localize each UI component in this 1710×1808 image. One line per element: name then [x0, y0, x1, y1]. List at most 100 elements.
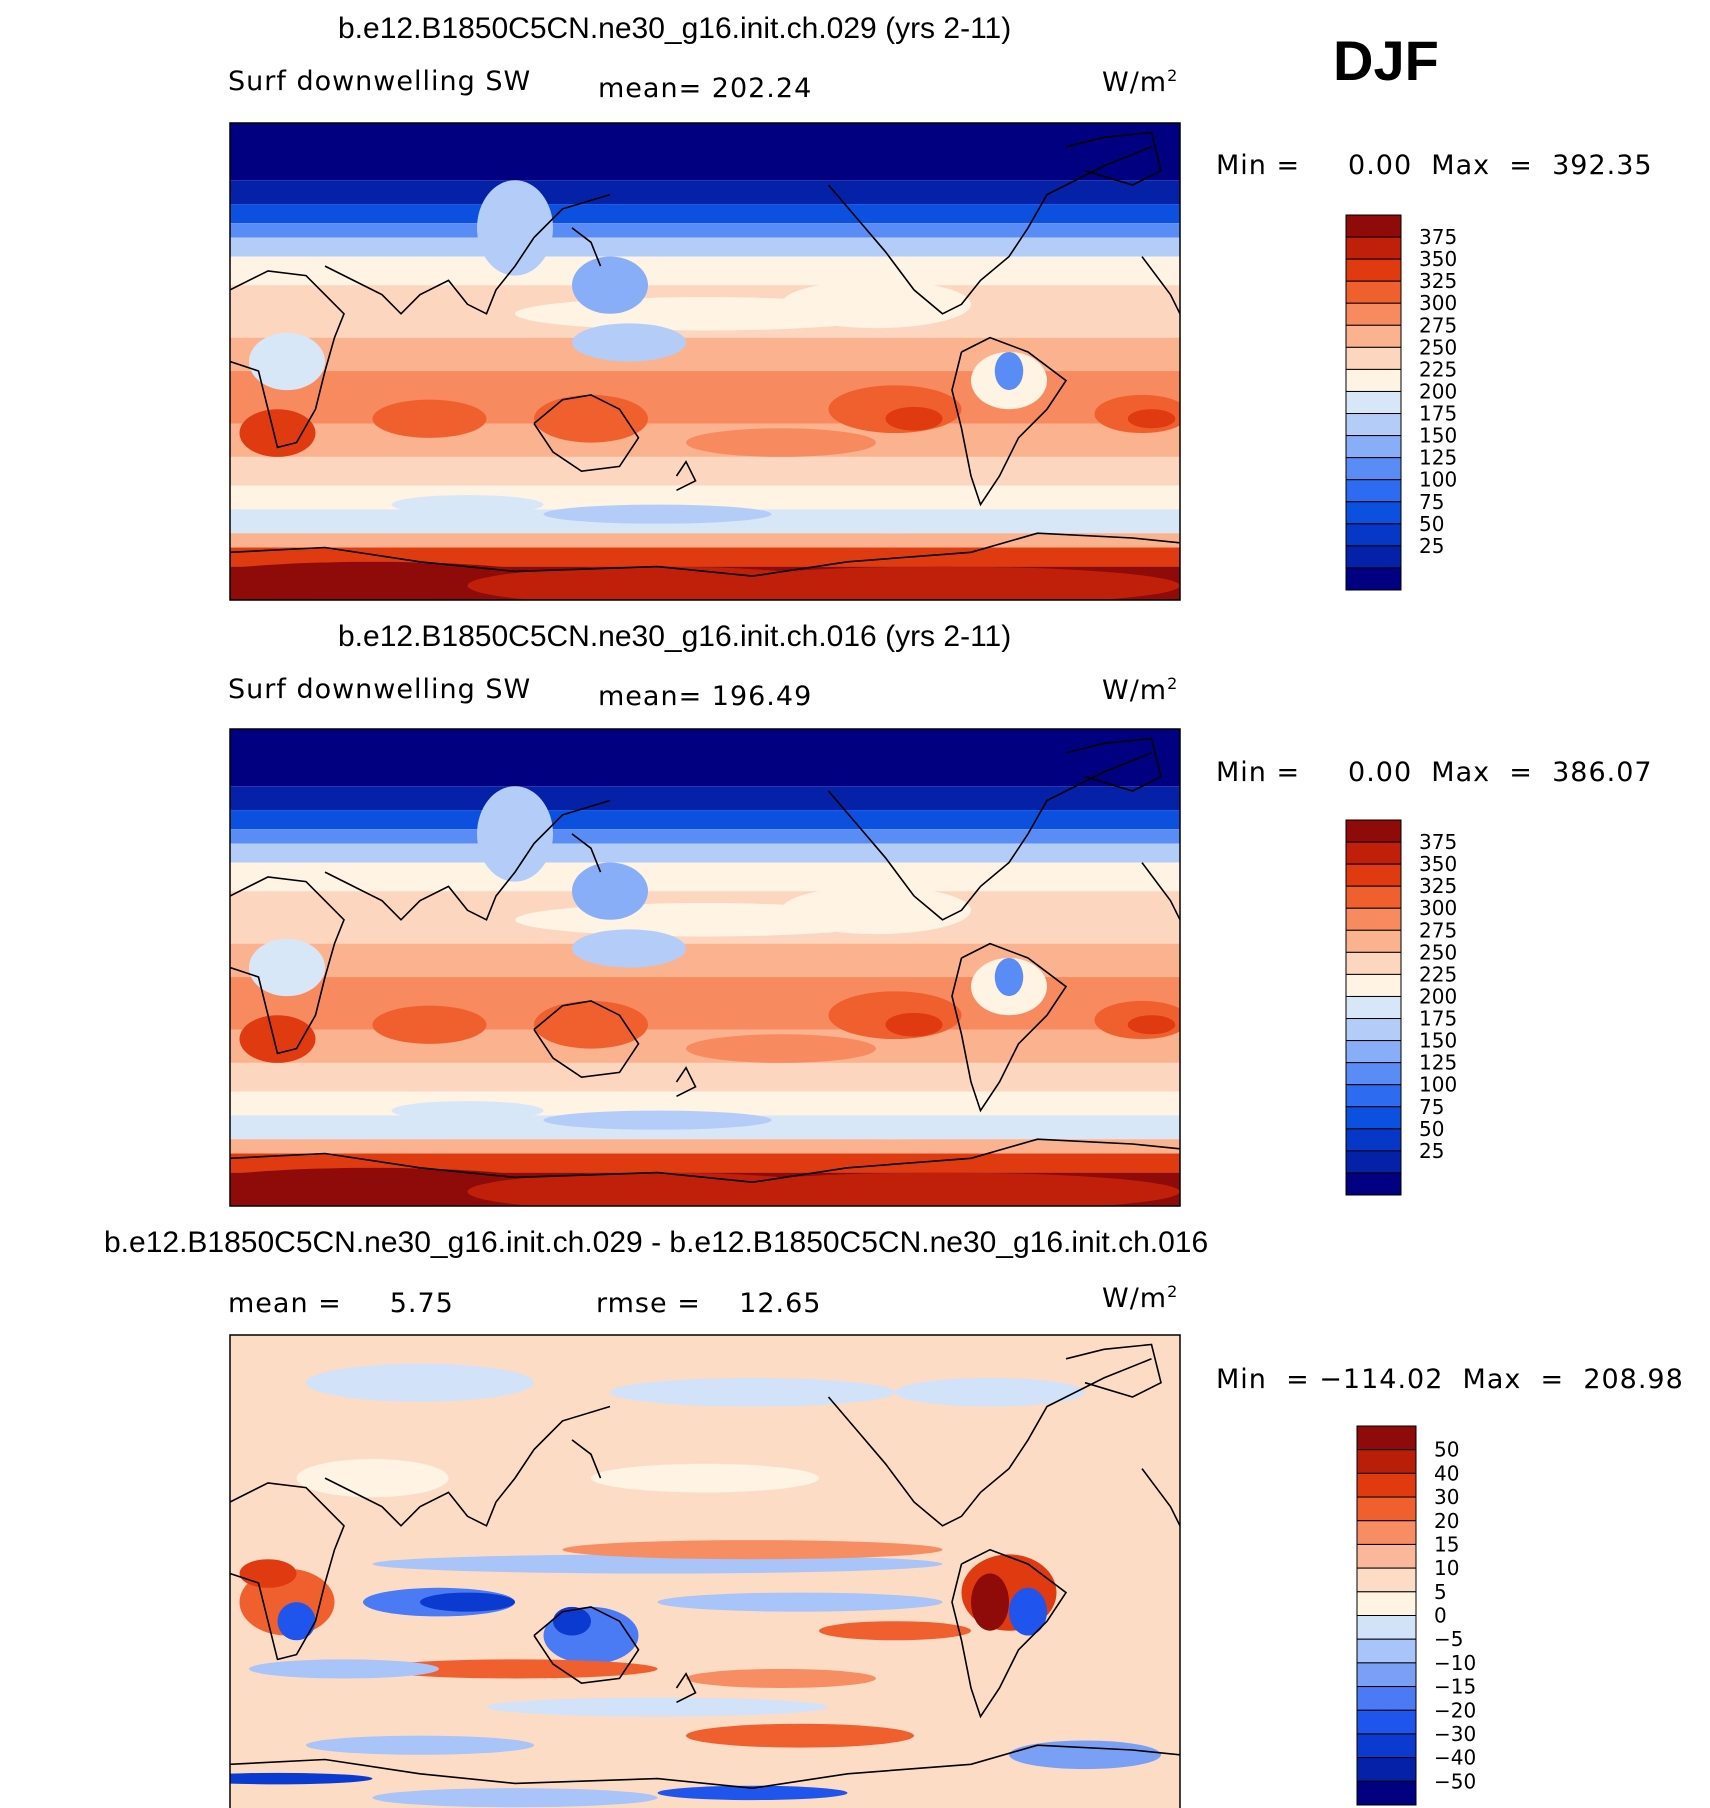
coastline: [675, 1066, 697, 1098]
colorbar-swatch: [1345, 567, 1402, 591]
colorbar-label: 375: [1419, 225, 1457, 249]
colorbar-swatch: [1345, 929, 1402, 953]
colorbar-label: 300: [1419, 896, 1457, 920]
colorbar-label: 175: [1419, 1007, 1457, 1031]
coastline: [230, 1482, 345, 1661]
colorbar-swatch: [1356, 1709, 1417, 1735]
colorbar-label: 20: [1434, 1509, 1459, 1533]
colorbar-swatch: [1356, 1757, 1417, 1782]
colorbar-swatch: [1356, 1472, 1417, 1498]
colorbar-label: 25: [1419, 534, 1444, 558]
colorbar-label: 50: [1419, 512, 1444, 536]
colorbar-swatch: [1345, 1106, 1402, 1130]
panel-2-mean-label: mean= 196.49: [598, 681, 813, 712]
colorbar-swatch: [1345, 214, 1402, 238]
map-panel-3: [229, 1334, 1181, 1808]
colorbar-label: 0: [1434, 1604, 1447, 1628]
panel-1-variable-label: Surf downwelling SW: [228, 66, 532, 97]
colorbar-swatch: [1345, 1128, 1402, 1152]
colorbar-label: 350: [1419, 852, 1457, 876]
colorbar-label: −10: [1434, 1651, 1476, 1675]
colorbar-swatch: [1345, 907, 1402, 931]
colorbar-label: 375: [1419, 830, 1457, 854]
colorbar-label: 50: [1419, 1117, 1444, 1141]
colorbar-1: 3753503253002752502252001751501251007550…: [1345, 214, 1457, 591]
colorbar-label: −30: [1434, 1722, 1476, 1746]
coastline: [230, 1744, 1180, 1790]
colorbar-swatch: [1345, 324, 1402, 348]
colorbar-label: 10: [1434, 1556, 1459, 1580]
colorbar-label: 350: [1419, 247, 1457, 271]
coastline: [827, 146, 1152, 315]
colorbar-label: 125: [1419, 446, 1457, 470]
colorbar-label: 250: [1419, 335, 1457, 359]
map-frame: [229, 122, 1181, 601]
colorbar-label: 5: [1434, 1580, 1447, 1604]
colorbar-swatch: [1345, 863, 1402, 887]
coastline: [324, 799, 611, 921]
colorbar-swatch: [1345, 1062, 1402, 1086]
colorbar-swatch: [1345, 545, 1402, 569]
coastline: [230, 876, 345, 1055]
colorbar-label: −15: [1434, 1675, 1476, 1699]
colorbar-swatch: [1345, 346, 1402, 370]
colorbar-swatch: [1356, 1591, 1417, 1616]
map-panel-2: [229, 728, 1181, 1207]
colorbar-swatch: [1356, 1496, 1417, 1522]
coastline: [533, 1606, 640, 1685]
panel-1-min-max: Min = 0.00 Max = 392.35: [1216, 150, 1653, 181]
colorbar-swatch: [1356, 1686, 1417, 1711]
coastline: [230, 532, 1180, 577]
colorbar-swatch: [1345, 457, 1402, 481]
coastline: [1141, 1468, 1180, 1527]
colorbar-label: 175: [1419, 402, 1457, 426]
coastline: [571, 227, 602, 267]
colorbar-swatch: [1356, 1543, 1417, 1569]
coastline: [1065, 1343, 1162, 1398]
colorbar-swatch: [1345, 258, 1402, 282]
coastline: [675, 460, 697, 492]
colorbar-label: 325: [1419, 874, 1457, 898]
colorbar-swatch: [1345, 368, 1402, 392]
colorbar-label: 50: [1434, 1438, 1459, 1462]
coastline: [951, 942, 1068, 1113]
coastline: [827, 752, 1152, 921]
coastline: [951, 336, 1068, 507]
colorbar-label: 125: [1419, 1051, 1457, 1075]
map-frame: [229, 728, 1181, 1207]
colorbar-2: 3753503253002752502252001751501251007550…: [1345, 819, 1457, 1196]
colorbar-swatch: [1356, 1567, 1417, 1593]
colorbar-label: 325: [1419, 269, 1457, 293]
colorbar-swatch: [1345, 435, 1402, 459]
map-frame: [229, 1334, 1181, 1808]
colorbar-swatch: [1345, 1172, 1402, 1196]
coastline: [324, 1405, 611, 1527]
colorbar-swatch: [1356, 1733, 1417, 1759]
colorbar-swatch: [1345, 995, 1402, 1020]
panel-3-units: W/m2: [1102, 1282, 1179, 1314]
colorbar-swatch: [1345, 236, 1402, 260]
panel-2-variable-label: Surf downwelling SW: [228, 674, 532, 705]
colorbar-label: 200: [1419, 984, 1457, 1008]
colorbar-swatch: [1345, 1040, 1402, 1064]
colorbar-swatch: [1345, 841, 1402, 865]
coastline: [533, 1000, 640, 1079]
colorbar-label: −20: [1434, 1698, 1476, 1722]
panel-3-mean-label: mean = 5.75: [228, 1288, 454, 1319]
colorbar-label: 275: [1419, 313, 1457, 337]
colorbar-label: 150: [1419, 1029, 1457, 1053]
panel-3-title: b.e12.B1850C5CN.ne30_g16.init.ch.029 - b…: [104, 1226, 1209, 1259]
colorbar-swatch: [1345, 413, 1402, 437]
coastline: [533, 394, 640, 473]
colorbar-swatch: [1345, 951, 1402, 975]
colorbar-label: 15: [1434, 1532, 1459, 1556]
coastline: [324, 193, 611, 315]
coastline: [827, 1358, 1152, 1527]
colorbar-label: 100: [1419, 468, 1457, 492]
colorbar-swatch: [1356, 1662, 1417, 1688]
panel-2-title: b.e12.B1850C5CN.ne30_g16.init.ch.016 (yr…: [338, 620, 1012, 653]
coastline: [1065, 131, 1162, 186]
coastline: [571, 833, 602, 873]
